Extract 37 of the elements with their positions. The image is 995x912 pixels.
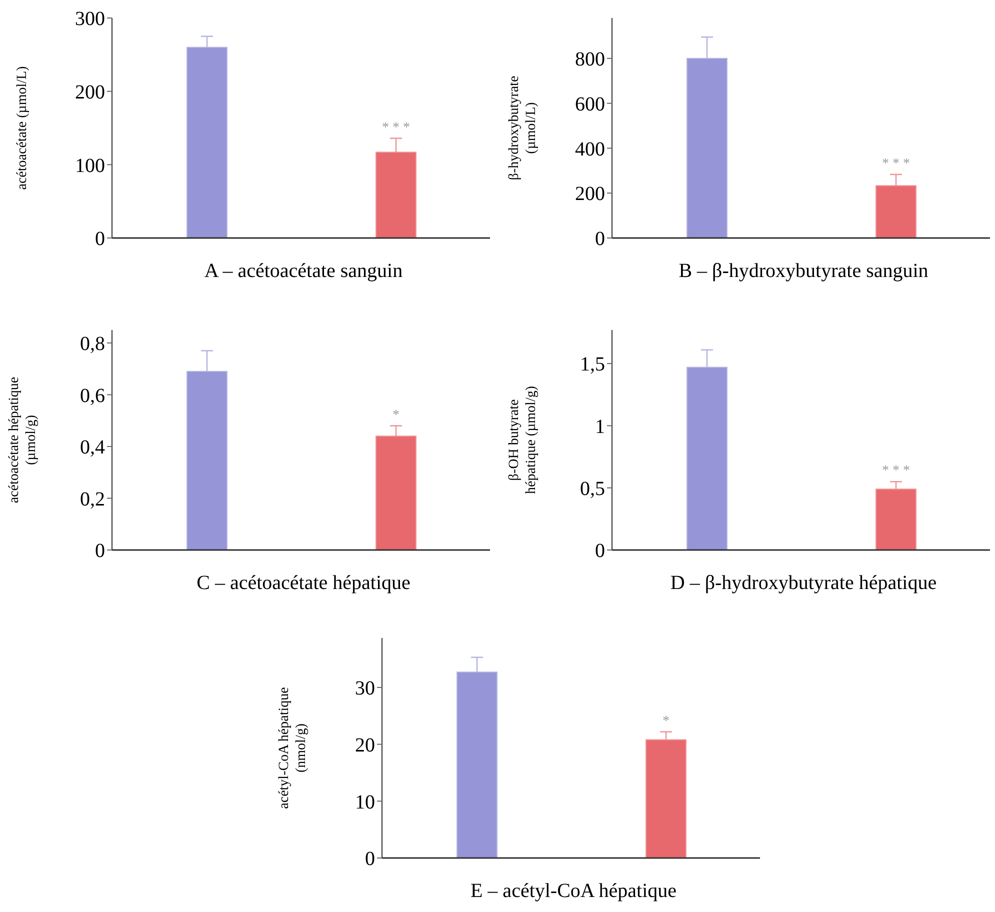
y-tick-label: 0,6: [80, 384, 105, 407]
y-tick-label: 0,5: [580, 478, 605, 500]
y-axis-title: acétoacétate hépatique (µmol/g): [7, 376, 39, 504]
y-tick-label: 0,2: [80, 488, 105, 510]
x-axis-title: A – acétoacétate sanguin: [203, 260, 404, 283]
y-tick-label: 400: [575, 138, 605, 160]
y-tick-label: 1,5: [580, 354, 605, 376]
x-axis-title: C – acétoacétate hépatique: [196, 572, 412, 595]
x-axis-title: B – β-hydroxybutyrate sanguin: [678, 260, 930, 283]
y-tick-label: 800: [575, 48, 605, 71]
data-label: * * *: [882, 464, 910, 479]
y-tick-label: 1: [595, 416, 605, 438]
y-tick-label: 0: [95, 540, 105, 562]
y-tick-label: 0: [595, 540, 605, 562]
y-tick-label: 0: [365, 848, 375, 870]
data-label: * * *: [882, 156, 910, 172]
y-tick-label: 0,4: [80, 436, 105, 459]
y-axis-title: acétoacétate (µmol/L): [15, 66, 30, 190]
y-tick-label: 30: [355, 678, 375, 700]
y-tick-label: 0: [95, 228, 105, 250]
data-label: * * *: [382, 120, 410, 136]
y-axis-title: acétyl-CoA hépatique (nmol/g): [277, 687, 309, 809]
x-axis-title: E – acétyl-CoA hépatique: [469, 880, 678, 903]
y-tick-label: 20: [355, 734, 375, 756]
y-tick-label: 0,8: [80, 333, 105, 356]
y-axis-title: β-OH butyrate hépatique (µmol/g): [507, 386, 539, 494]
y-axis-title: β-hydroxybutyrate (µmol/L): [507, 76, 539, 180]
data-label: *: [392, 408, 400, 423]
y-tick-label: 10: [355, 791, 375, 814]
y-tick-label: 100: [75, 154, 105, 177]
y-tick-label: 300: [75, 8, 105, 30]
y-tick-label: 200: [75, 81, 105, 104]
data-label: *: [662, 714, 670, 729]
x-axis-title: D – β-hydroxybutyrate hépatique: [669, 572, 938, 595]
y-tick-label: 600: [575, 93, 605, 116]
y-tick-label: 0: [595, 228, 605, 250]
y-tick-label: 200: [575, 183, 605, 206]
